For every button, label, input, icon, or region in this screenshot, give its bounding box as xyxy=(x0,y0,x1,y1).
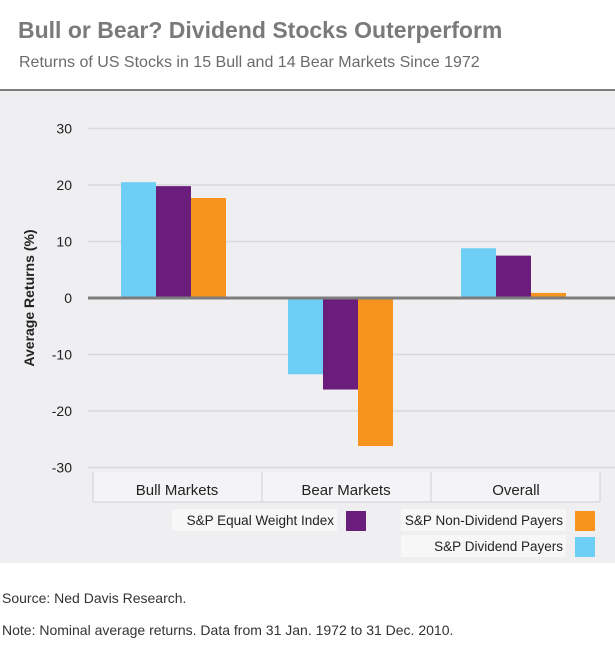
y-tick-label: 20 xyxy=(56,177,72,193)
bar-s-p-non-dividend-payers xyxy=(358,298,393,447)
legend-swatch xyxy=(575,537,595,557)
legend-entry-box xyxy=(401,535,566,557)
x-category-label: Overall xyxy=(492,482,540,499)
y-tick-label: 0 xyxy=(64,290,72,306)
category-band xyxy=(93,472,600,502)
bar-s-p-non-dividend-payers xyxy=(531,292,566,298)
chart-panel: 30 20 10 0 -10 -20 -30 Average Returns (%) Bull … xyxy=(0,89,615,563)
bar-s-p-equal-weight-index xyxy=(323,298,358,390)
x-category-label: Bull Markets xyxy=(136,482,219,499)
legend-label: S&P Dividend Payers xyxy=(434,539,563,554)
data-note: Note: Nominal average returns. Data from… xyxy=(2,622,454,638)
bar-s-p-equal-weight-index xyxy=(496,255,531,298)
y-tick-label: -20 xyxy=(52,403,72,419)
legend-entry-box xyxy=(172,509,337,531)
legend-label: S&P Equal Weight Index xyxy=(187,513,335,528)
bar-chart: 30 20 10 0 -10 -20 -30 Average Returns (%) Bull … xyxy=(21,121,615,557)
legend-swatch xyxy=(346,511,366,531)
legend-entry-box xyxy=(401,509,566,531)
y-tick-label: -10 xyxy=(52,347,72,363)
legend-swatch xyxy=(575,511,595,531)
chart-subtitle: Returns of US Stocks in 15 Bull and 14 B… xyxy=(19,54,480,71)
bar-s-p-dividend-payers xyxy=(288,298,323,375)
y-tick-label: -30 xyxy=(52,460,72,476)
bar-s-p-dividend-payers xyxy=(461,248,496,298)
bar-s-p-non-dividend-payers xyxy=(191,197,226,298)
y-axis-label: Average Returns (%) xyxy=(21,229,37,366)
y-tick-label: 10 xyxy=(56,234,72,250)
chart-title: Bull or Bear? Dividend Stocks Outerperfo… xyxy=(18,17,503,43)
y-tick-label: 30 xyxy=(56,121,72,137)
bar-s-p-equal-weight-index xyxy=(156,186,191,298)
legend-label: S&P Non-Dividend Payers xyxy=(405,513,563,528)
bar-s-p-dividend-payers xyxy=(121,182,156,298)
source-note: Source: Ned Davis Research. xyxy=(2,590,187,606)
x-category-label: Bear Markets xyxy=(301,482,390,499)
